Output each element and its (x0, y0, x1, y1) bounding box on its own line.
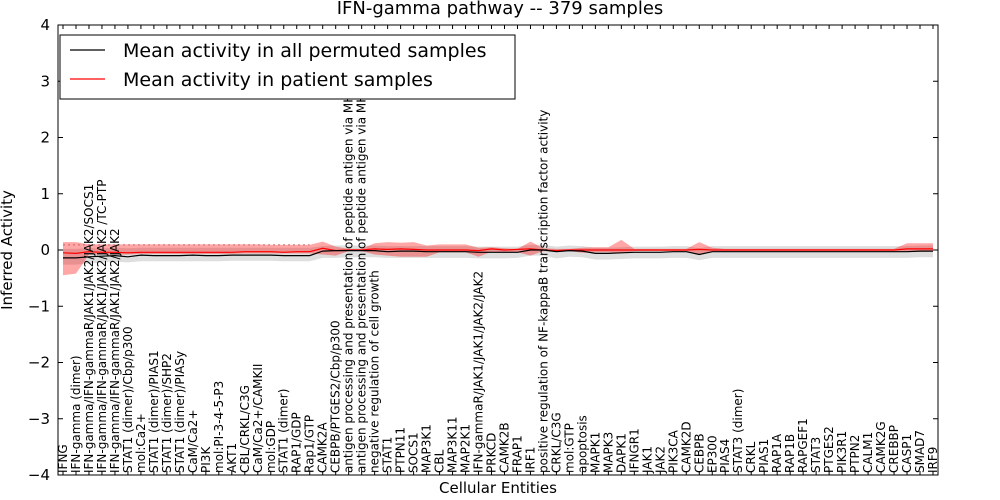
category-label: PI3K (199, 446, 213, 473)
category-label: RAP1/GDP (290, 412, 304, 473)
category-label: CBL/CRKL/C3G (238, 385, 252, 473)
category-label: antigen processing and presentation of p… (355, 41, 369, 473)
category-label: CRKL/C3G (549, 412, 563, 473)
category-label: CBL (433, 449, 447, 473)
category-label: mol:GTP (562, 423, 576, 473)
category-label: MAPK1 (588, 432, 602, 473)
category-label: PIK3CA (666, 429, 680, 473)
category-label: mol:Ca2+ (134, 413, 148, 473)
category-label: JAK2 (653, 446, 667, 474)
y-tick-label: −2 (28, 354, 50, 372)
category-label: RAP1A (770, 433, 784, 473)
category-label: MAP3K11 (446, 416, 460, 473)
category-label: antigen processing and presentation of p… (342, 44, 356, 473)
category-label: CRKL (744, 441, 758, 473)
category-label: CAMK2A (316, 422, 330, 473)
category-label: FRAP1 (511, 435, 525, 473)
category-label: CAMK2D (679, 421, 693, 473)
y-axis-ticks: −4 −3 −2 −1 0 1 2 3 4 (28, 16, 938, 484)
category-label: PTPN2 (848, 435, 862, 473)
category-label: CEBPB/PTGES2/Cbp/p300 (329, 320, 343, 473)
category-label: mol:GDP (264, 421, 278, 473)
legend-box (59, 34, 516, 100)
category-label: STAT1 (dimer)/Cbp/p300 (121, 326, 135, 473)
series-lines (62, 247, 933, 259)
category-label: positive regulation of NF-kappaB transcr… (536, 110, 550, 473)
category-label: STAT3 (809, 437, 823, 473)
category-label: MAPK3 (601, 432, 615, 473)
legend-label-patient: Mean activity in patient samples (123, 69, 433, 91)
chart-title: IFN-gamma pathway -- 379 samples (337, 0, 664, 19)
category-label: CASP1 (900, 434, 914, 473)
legend: Mean activity in all permuted samples Me… (59, 34, 516, 100)
category-label: STAT1 (dimer)/PIASy (173, 351, 187, 473)
category-label: EP300 (705, 435, 719, 473)
category-label: apoptosis (575, 415, 589, 473)
category-label: SOCS1 (407, 432, 421, 473)
category-label: CREBBP (887, 425, 901, 473)
category-label: IFN-gamma/IFN-gammaR/JAK1/JAK2/JAK2 /TC-… (95, 180, 109, 474)
category-label: STAT1 (dimer) (277, 389, 291, 473)
series-line-permuted (63, 249, 933, 259)
category-label: STAT3 (dimer) (731, 389, 745, 473)
category-label: RAPGEF1 (796, 418, 810, 473)
category-label: PIAS4 (718, 439, 732, 473)
category-label: mol:PI-3-4-5-P3 (212, 381, 226, 473)
category-label: CAMK2B (498, 422, 512, 473)
category-label: CaM/Ca2+ (186, 409, 200, 473)
category-label: IFN-gamma (dimer) (69, 355, 83, 473)
category-label: CALM1 (861, 432, 875, 473)
category-label: IRF9 (926, 447, 940, 473)
legend-label-permuted: Mean activity in all permuted samples (123, 40, 486, 62)
category-label: STAT1 (dimer)/SHP2 (160, 353, 174, 473)
category-label: IFNGR1 (627, 428, 641, 473)
category-label: negative regulation of cell growth (368, 270, 382, 473)
category-label: JAK1 (640, 446, 654, 474)
series-line-patient (62, 247, 933, 255)
category-label: IFN-gamma/IFN-gammaR/JAK1/JAK2/JAK2 (108, 228, 122, 473)
band-patient (63, 239, 933, 276)
category-labels: IFNG IFN-gamma (dimer) IFN-gamma/IFN-gamma… (56, 25, 940, 475)
y-tick-label: 4 (40, 16, 50, 34)
category-label: CAMK2G (874, 421, 888, 473)
y-tick-label: −4 (28, 466, 50, 484)
y-tick-label: −1 (28, 297, 50, 315)
y-tick-label: 2 (40, 129, 50, 147)
category-label: IFN-gammaR/JAK1/JAK1/JAK2/JAK2 (472, 271, 486, 473)
y-tick-label: 3 (40, 72, 50, 90)
category-label: AKT1 (225, 443, 239, 473)
category-label: PTGES2 (822, 426, 836, 473)
category-label: RAP1B (783, 434, 797, 473)
y-tick-label: 1 (40, 185, 50, 203)
y-tick-label: 0 (40, 241, 50, 259)
category-label: PTPN11 (394, 427, 408, 473)
category-label: IFN-gamma/IFN-gammaR/JAK1/JAK2/JAK2/SOCS… (82, 184, 96, 473)
category-label: MAP2K1 (459, 424, 473, 473)
category-label: PIK3R1 (835, 431, 849, 473)
category-label: STAT1 (dimer)/PIAS1 (147, 350, 161, 473)
category-label: PRKCD (485, 433, 499, 473)
category-label: STAT1 (381, 437, 395, 473)
category-label: IFNG (56, 444, 70, 473)
category-label: PIAS1 (757, 439, 771, 473)
category-label: CEBPB (692, 433, 706, 473)
y-tick-label: −3 (28, 410, 50, 428)
category-label: IRF1 (524, 447, 538, 473)
category-label: MAP3K1 (420, 424, 434, 473)
x-axis-label: Cellular Entities (439, 479, 557, 497)
plot-frame (57, 24, 939, 476)
category-label: DAPK1 (614, 433, 628, 473)
y-axis-label: Inferred Activity (0, 190, 16, 310)
category-label: Rap1/GTP (303, 415, 317, 473)
category-label: SMAD7 (913, 430, 927, 473)
category-label: CaM/Ca2+/CAMKII (251, 364, 265, 473)
